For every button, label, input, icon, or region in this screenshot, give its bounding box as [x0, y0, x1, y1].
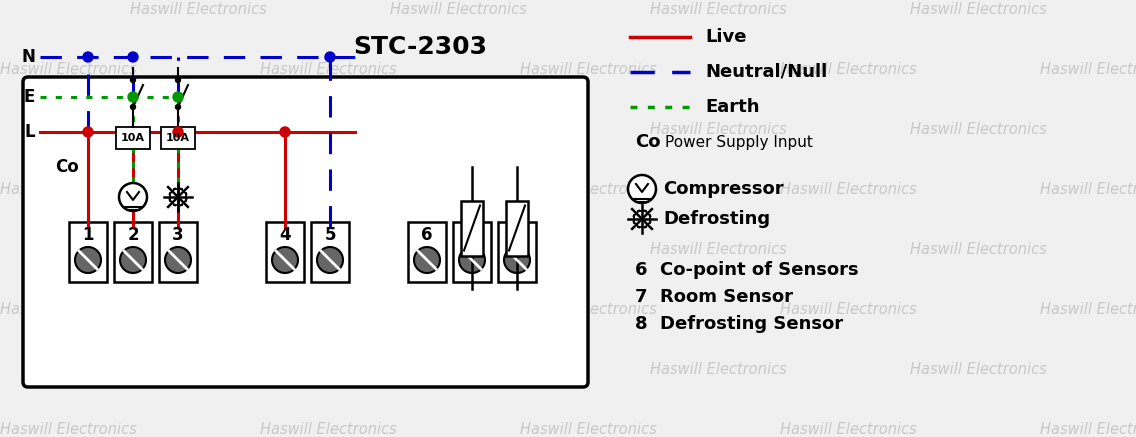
- Bar: [114, 222, 152, 282]
- Bar: [159, 222, 197, 282]
- Circle shape: [272, 247, 298, 273]
- Circle shape: [173, 92, 183, 102]
- Text: Haswill Electronics: Haswill Electronics: [1039, 302, 1136, 317]
- Circle shape: [504, 247, 531, 273]
- Text: Haswill Electronics: Haswill Electronics: [520, 62, 657, 77]
- Text: Defrosting Sensor: Defrosting Sensor: [660, 315, 843, 333]
- FancyBboxPatch shape: [23, 77, 588, 387]
- Bar: [498, 222, 536, 282]
- Text: Compressor: Compressor: [663, 180, 784, 198]
- Text: 10A: 10A: [166, 133, 190, 143]
- Text: Haswill Electronics: Haswill Electronics: [260, 422, 396, 437]
- Text: Haswill Electronics: Haswill Electronics: [520, 422, 657, 437]
- Text: Haswill Electronics: Haswill Electronics: [520, 182, 657, 197]
- Text: Haswill Electronics: Haswill Electronics: [130, 362, 267, 377]
- Text: Haswill Electronics: Haswill Electronics: [780, 182, 917, 197]
- Text: 1: 1: [82, 226, 94, 244]
- Text: Defrosting: Defrosting: [663, 210, 770, 228]
- Text: 6: 6: [635, 261, 648, 279]
- Text: 2: 2: [127, 226, 139, 244]
- Text: Haswill Electronics: Haswill Electronics: [0, 302, 136, 317]
- Circle shape: [75, 247, 101, 273]
- Text: Live: Live: [705, 28, 746, 46]
- Text: Haswill Electronics: Haswill Electronics: [390, 242, 527, 257]
- Circle shape: [119, 183, 147, 211]
- Text: 3: 3: [173, 226, 184, 244]
- Circle shape: [128, 52, 137, 62]
- Text: Haswill Electronics: Haswill Electronics: [910, 122, 1046, 137]
- Text: Co: Co: [635, 133, 660, 151]
- Circle shape: [165, 247, 191, 273]
- Text: 7: 7: [466, 226, 478, 244]
- Text: Haswill Electronics: Haswill Electronics: [520, 302, 657, 317]
- Text: L: L: [24, 123, 35, 141]
- Text: 4: 4: [279, 226, 291, 244]
- Text: Power Supply Input: Power Supply Input: [665, 135, 813, 149]
- Text: Haswill Electronics: Haswill Electronics: [650, 242, 787, 257]
- Text: STC-2303: STC-2303: [353, 35, 487, 59]
- Text: Haswill Electronics: Haswill Electronics: [650, 2, 787, 17]
- Circle shape: [173, 127, 183, 137]
- Text: Haswill Electronics: Haswill Electronics: [390, 2, 527, 17]
- Circle shape: [175, 77, 181, 83]
- Text: Co-point of Sensors: Co-point of Sensors: [660, 261, 859, 279]
- Text: 8: 8: [635, 315, 648, 333]
- Bar: [69, 222, 107, 282]
- Circle shape: [175, 104, 181, 110]
- Circle shape: [414, 247, 440, 273]
- Text: Haswill Electronics: Haswill Electronics: [130, 122, 267, 137]
- Bar: [453, 222, 491, 282]
- Text: Neutral/Null: Neutral/Null: [705, 63, 827, 81]
- Bar: [461, 201, 483, 256]
- Text: Haswill Electronics: Haswill Electronics: [910, 362, 1046, 377]
- Text: Haswill Electronics: Haswill Electronics: [260, 182, 396, 197]
- Circle shape: [83, 52, 93, 62]
- Text: Haswill Electronics: Haswill Electronics: [130, 2, 267, 17]
- Circle shape: [459, 247, 485, 273]
- Text: Haswill Electronics: Haswill Electronics: [650, 362, 787, 377]
- Text: Haswill Electronics: Haswill Electronics: [910, 2, 1046, 17]
- Text: Haswill Electronics: Haswill Electronics: [780, 302, 917, 317]
- Text: Haswill Electronics: Haswill Electronics: [1039, 62, 1136, 77]
- Text: E: E: [24, 88, 35, 106]
- Text: 7: 7: [635, 288, 648, 306]
- Bar: [311, 222, 349, 282]
- Text: Haswill Electronics: Haswill Electronics: [650, 122, 787, 137]
- Text: Haswill Electronics: Haswill Electronics: [0, 182, 136, 197]
- Text: 5: 5: [324, 226, 336, 244]
- Text: Haswill Electronics: Haswill Electronics: [0, 62, 136, 77]
- Circle shape: [83, 127, 93, 137]
- Circle shape: [131, 104, 135, 110]
- Text: Haswill Electronics: Haswill Electronics: [910, 242, 1046, 257]
- Bar: [266, 222, 304, 282]
- Text: Haswill Electronics: Haswill Electronics: [390, 122, 527, 137]
- Text: Haswill Electronics: Haswill Electronics: [780, 62, 917, 77]
- Text: Haswill Electronics: Haswill Electronics: [1039, 182, 1136, 197]
- Bar: [506, 201, 528, 256]
- Bar: [116, 127, 150, 149]
- Text: Room Sensor: Room Sensor: [660, 288, 793, 306]
- Text: N: N: [22, 48, 35, 66]
- Circle shape: [131, 77, 135, 83]
- Text: Haswill Electronics: Haswill Electronics: [1039, 422, 1136, 437]
- Text: Co: Co: [55, 158, 78, 176]
- Text: 10A: 10A: [122, 133, 145, 143]
- Circle shape: [325, 52, 335, 62]
- Circle shape: [317, 247, 343, 273]
- Text: Haswill Electronics: Haswill Electronics: [780, 422, 917, 437]
- Text: Earth: Earth: [705, 98, 760, 116]
- Text: Haswill Electronics: Haswill Electronics: [390, 362, 527, 377]
- Circle shape: [128, 92, 137, 102]
- Text: 8: 8: [511, 226, 523, 244]
- Bar: [161, 127, 195, 149]
- Text: Haswill Electronics: Haswill Electronics: [260, 302, 396, 317]
- Text: Haswill Electronics: Haswill Electronics: [130, 242, 267, 257]
- Circle shape: [120, 247, 147, 273]
- Text: Haswill Electronics: Haswill Electronics: [260, 62, 396, 77]
- Text: Haswill Electronics: Haswill Electronics: [0, 422, 136, 437]
- Circle shape: [628, 175, 655, 203]
- Circle shape: [279, 127, 290, 137]
- Text: 6: 6: [421, 226, 433, 244]
- Bar: [408, 222, 446, 282]
